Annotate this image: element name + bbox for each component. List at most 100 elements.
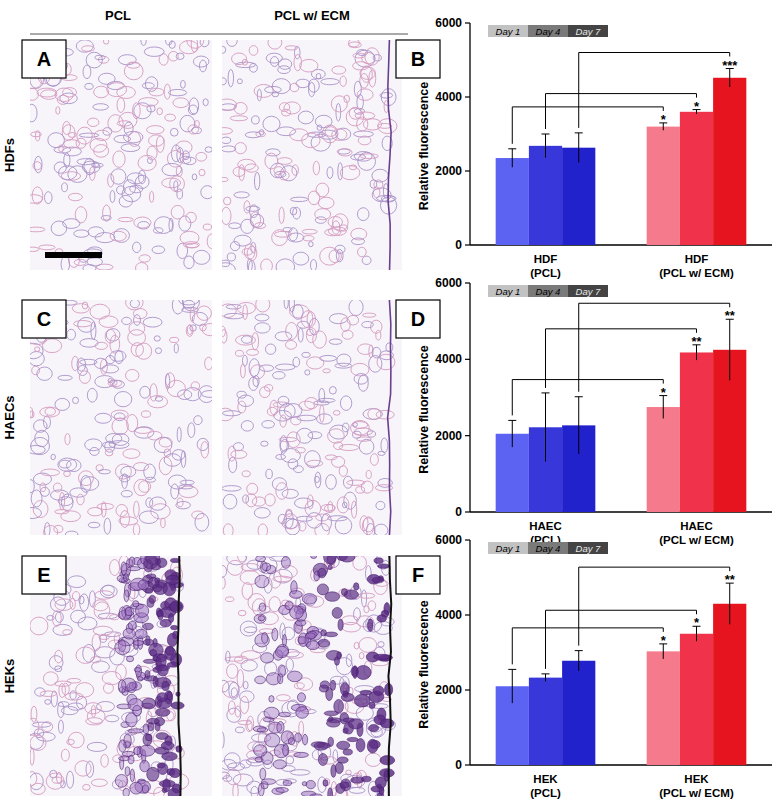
micrograph-cell [86, 52, 102, 68]
micrograph-cell [273, 372, 286, 379]
bars [496, 319, 747, 512]
micrograph-stained-cell [118, 680, 126, 693]
micrograph [222, 300, 402, 535]
micrograph-cell [329, 314, 347, 324]
legend-swatch [528, 25, 568, 37]
micrograph-cell [352, 238, 365, 245]
micrograph-stained-cell [128, 729, 144, 733]
micrograph-cell [373, 55, 381, 61]
micrograph-stained-cell [162, 682, 169, 691]
micrograph-cell [229, 682, 239, 699]
micrograph-cell [122, 186, 141, 201]
micrograph-cell [234, 656, 247, 663]
micrograph-cell [122, 317, 132, 324]
micrograph-cell [285, 46, 297, 50]
micrograph-cell [293, 252, 309, 265]
column-header: PCL w/ ECM [274, 8, 350, 23]
micrograph-cell [187, 325, 192, 334]
y-tick-label: 0 [455, 758, 462, 772]
micrograph-cell [354, 81, 361, 97]
micrograph-cell [340, 396, 351, 411]
micrograph-cell [54, 162, 66, 173]
error-bar-cap [542, 392, 550, 393]
micrograph-stained-cell [328, 788, 333, 796]
micrograph-cell [36, 131, 40, 141]
legend-swatch [568, 285, 608, 297]
micrograph-stained-cell [341, 589, 347, 596]
panel-label-box [22, 40, 66, 78]
micrograph-cell [372, 347, 381, 358]
error-bar-cap [542, 134, 550, 135]
micrograph-stained-cell [262, 563, 271, 571]
micrograph-cell [349, 787, 365, 793]
bar [680, 112, 713, 245]
micrograph-cell [179, 486, 198, 498]
micrograph-cell [251, 786, 258, 796]
micrograph-cell [234, 192, 249, 198]
micrograph-cell [30, 735, 46, 750]
error-bar-cap [575, 396, 583, 397]
micrograph-cell [99, 316, 118, 327]
micrograph-stained-cell [147, 718, 159, 724]
micrograph-cell [68, 732, 84, 748]
micrograph-cell [222, 146, 236, 152]
y-axis-label: Relative fluorescence [417, 345, 431, 474]
micrograph-stained-cell [150, 650, 157, 657]
micrograph-cell [77, 159, 94, 165]
micrograph-cell [114, 229, 130, 243]
micrograph-cell [332, 66, 346, 74]
micrograph-cell [58, 458, 77, 471]
micrograph-cell [30, 227, 45, 232]
micrograph-cell [222, 326, 225, 337]
micrograph-stained-cell [318, 568, 327, 578]
panel-label: A [37, 48, 51, 70]
micrograph-cell [265, 344, 275, 354]
micrograph-cell [289, 228, 298, 241]
micrograph-stained-cell [130, 769, 134, 782]
micrograph-cell [85, 439, 102, 451]
micrograph-cell [306, 328, 316, 343]
micrograph-cell [230, 116, 248, 121]
micrograph-cell [265, 86, 282, 93]
micrograph-cell [188, 105, 197, 115]
micrograph-stained-cell [137, 677, 142, 682]
error-bar [508, 149, 516, 168]
micrograph-cell [118, 55, 136, 65]
micrograph-cell [169, 89, 187, 95]
micrograph-cell [260, 365, 274, 371]
micrograph-cell [359, 653, 364, 659]
micrograph-cell [191, 40, 197, 52]
micrograph-cell [45, 700, 51, 705]
micrograph-cell [121, 490, 132, 497]
micrograph-cell [102, 585, 114, 595]
micrograph-cell [184, 256, 194, 269]
micrograph-cell [313, 331, 327, 348]
micrograph-cell [242, 583, 253, 600]
micrograph-stained-cell [314, 742, 328, 750]
significance-bracket [512, 107, 663, 144]
micrograph-cell [287, 233, 304, 242]
micrograph-stained-cell [158, 763, 168, 775]
micrograph-cell [105, 329, 115, 343]
error-bar [542, 674, 550, 682]
micrograph-cell [61, 511, 81, 522]
micrograph-stained-cell [290, 606, 304, 619]
micrograph-cell [325, 504, 335, 512]
micrograph-cell [273, 576, 292, 581]
micrograph-cell [59, 145, 64, 152]
y-axis [469, 23, 470, 245]
micrograph-cell [358, 136, 371, 145]
micrograph-cell [106, 434, 122, 444]
micrograph-cell [328, 429, 345, 443]
micrograph-cell [68, 576, 86, 588]
micrograph-cell [82, 302, 87, 309]
x-tick-label: HDF(PCL) [530, 253, 561, 279]
micrograph-cell [30, 507, 41, 518]
micrograph-cell [123, 449, 140, 459]
micrograph-cell [331, 456, 344, 467]
micrograph-cell [323, 369, 330, 373]
micrograph-cell [332, 129, 347, 140]
y-tick-label: 2000 [435, 683, 462, 697]
micrograph-stained-cell [143, 734, 152, 746]
bars [496, 583, 747, 765]
